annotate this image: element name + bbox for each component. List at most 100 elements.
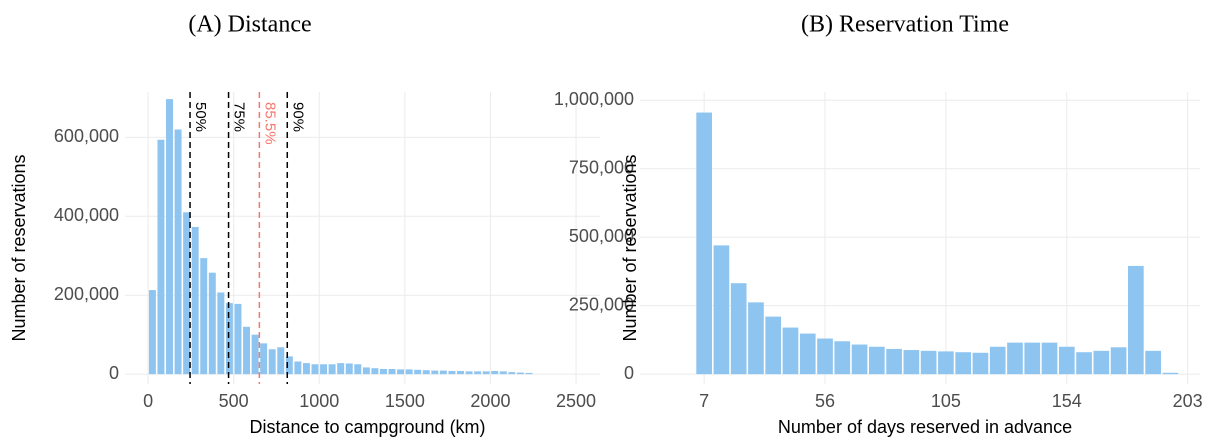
x-tick-label: 2500 [556,391,596,411]
y-tick-label: 200,000 [54,284,119,304]
bar [320,364,328,375]
bar [955,352,972,375]
bar [1093,350,1110,375]
bar [465,371,473,375]
bar [439,370,447,375]
x-tick-label: 500 [219,391,249,411]
bar [285,356,293,375]
x-tick-label: 2000 [470,391,510,411]
percentile-label: 90% [289,102,306,132]
percentile-label: 85.5% [261,102,278,145]
y-tick-label: 0 [109,363,119,383]
bar [157,139,165,375]
x-tick-label: 105 [931,391,961,411]
bar [294,361,302,375]
bar [345,363,353,375]
y-tick-label: 1,000,000 [554,89,634,109]
bar [1076,352,1092,375]
bar [166,99,173,375]
bar [414,369,422,375]
bar [448,370,456,375]
x-tick-label: 154 [1052,391,1082,411]
bar [516,372,524,375]
x-tick-label: 1000 [299,391,339,411]
x-axis-title: Distance to campground (km) [249,417,485,437]
bar [397,369,405,375]
bar [989,346,1006,375]
panel-title: (B) Reservation Time [801,12,1009,38]
x-tick-label: 1500 [385,391,425,411]
bar [474,371,482,375]
bar [730,283,747,375]
bar [208,272,216,375]
bar [337,363,345,375]
bar [886,348,902,375]
bar [277,347,285,375]
bar [362,367,370,375]
bar [851,344,868,375]
bar [1058,346,1075,375]
bar [251,334,259,375]
bar [234,303,242,375]
bar [1041,342,1058,375]
bar [482,371,490,375]
bar [508,372,516,375]
bar [972,352,989,375]
bar [903,350,920,375]
bar [388,369,396,375]
bar [499,371,507,375]
bar [243,326,251,375]
y-axis-title: Number of reservations [9,154,29,341]
x-axis-title: Number of days reserved in advance [778,417,1072,437]
bar [748,302,764,375]
bar [183,212,191,375]
bar [765,316,782,375]
bar [457,370,464,375]
x-tick-label: 56 [815,391,835,411]
bar [868,346,885,375]
bar [200,258,208,375]
bar [268,349,276,375]
bar [217,292,225,375]
bar [782,327,799,375]
bar [938,351,954,375]
bar [225,303,233,375]
bar [1162,372,1179,375]
bar [148,290,156,375]
bar [302,363,310,375]
bar [354,364,362,375]
bar [1128,265,1144,375]
y-tick-label: 600,000 [54,126,119,146]
x-tick-label: 0 [143,391,153,411]
bar [491,370,499,375]
percentile-label: 75% [231,102,248,132]
bar [525,372,533,375]
bar [174,129,182,375]
bar [834,341,851,375]
bar [799,333,816,375]
percentile-label: 50% [192,102,209,132]
bar [696,112,712,375]
bar [713,245,730,375]
x-tick-label: 203 [1173,391,1203,411]
y-tick-label: 500,000 [569,226,634,246]
bar [191,226,199,375]
bar [379,369,387,375]
bar [328,364,336,375]
bar [260,343,268,375]
bar [817,338,833,375]
y-tick-label: 250,000 [569,294,634,314]
x-tick-label: 7 [699,391,709,411]
y-tick-label: 0 [624,363,634,383]
bar [311,364,319,375]
y-tick-label: 750,000 [569,157,634,177]
bar [1110,347,1127,375]
bar [920,350,937,375]
y-tick-label: 400,000 [54,205,119,225]
bar [431,370,439,375]
panel-title: (A) Distance [188,12,311,38]
y-axis-title: Number of reservations [620,154,640,341]
bar [1145,350,1161,375]
bar [405,369,413,375]
